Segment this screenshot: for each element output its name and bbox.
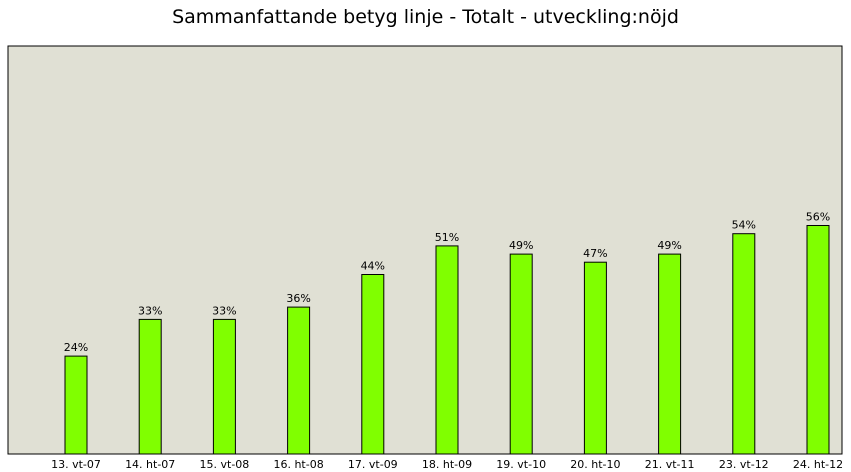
bar-1 bbox=[138, 318, 162, 455]
data-label-8: 49% bbox=[657, 239, 681, 252]
data-labels-group: 24% 33% 33% 36% 44% 51% 49% 47% 49% 54% 56% bbox=[64, 211, 830, 355]
bar-2 bbox=[212, 318, 236, 455]
chart-title: Sammanfattande betyg linje - Totalt - ut… bbox=[172, 6, 679, 28]
x-tick-label-9: 23. vt-12 bbox=[719, 458, 769, 471]
bar-7 bbox=[583, 261, 607, 455]
x-tick-label-2: 15. vt-08 bbox=[200, 458, 250, 471]
bars-group bbox=[64, 225, 830, 455]
x-tick-labels-group: 13. vt-07 14. ht-07 15. vt-08 16. ht-08 17. … bbox=[51, 458, 843, 471]
x-tick-label-10: 24. ht-12 bbox=[793, 458, 843, 471]
data-label-2: 33% bbox=[212, 304, 236, 317]
bar-0 bbox=[64, 355, 88, 455]
data-label-9: 54% bbox=[732, 219, 756, 232]
x-tick-label-6: 19. vt-10 bbox=[496, 458, 546, 471]
x-tick-label-7: 20. ht-10 bbox=[570, 458, 620, 471]
bar-10 bbox=[806, 225, 830, 455]
data-label-4: 44% bbox=[361, 260, 385, 273]
x-tick-label-1: 14. ht-07 bbox=[125, 458, 175, 471]
bar-5 bbox=[435, 245, 459, 455]
bar-6 bbox=[509, 253, 533, 455]
bar-8 bbox=[658, 253, 682, 455]
data-label-3: 36% bbox=[286, 292, 310, 305]
x-tick-label-4: 17. vt-09 bbox=[348, 458, 398, 471]
data-label-6: 49% bbox=[509, 239, 533, 252]
bar-4 bbox=[361, 274, 385, 455]
data-label-5: 51% bbox=[435, 231, 459, 244]
data-label-10: 56% bbox=[806, 211, 830, 224]
data-label-7: 47% bbox=[583, 247, 607, 260]
x-tick-label-8: 21. vt-11 bbox=[645, 458, 695, 471]
x-tick-label-0: 13. vt-07 bbox=[51, 458, 101, 471]
x-tick-label-5: 18. ht-09 bbox=[422, 458, 472, 471]
plot-area bbox=[7, 45, 843, 455]
bar-3 bbox=[287, 306, 311, 455]
x-tick-label-3: 16. ht-08 bbox=[273, 458, 323, 471]
data-label-1: 33% bbox=[138, 304, 162, 317]
bar-9 bbox=[732, 233, 756, 455]
data-label-0: 24% bbox=[64, 341, 88, 354]
